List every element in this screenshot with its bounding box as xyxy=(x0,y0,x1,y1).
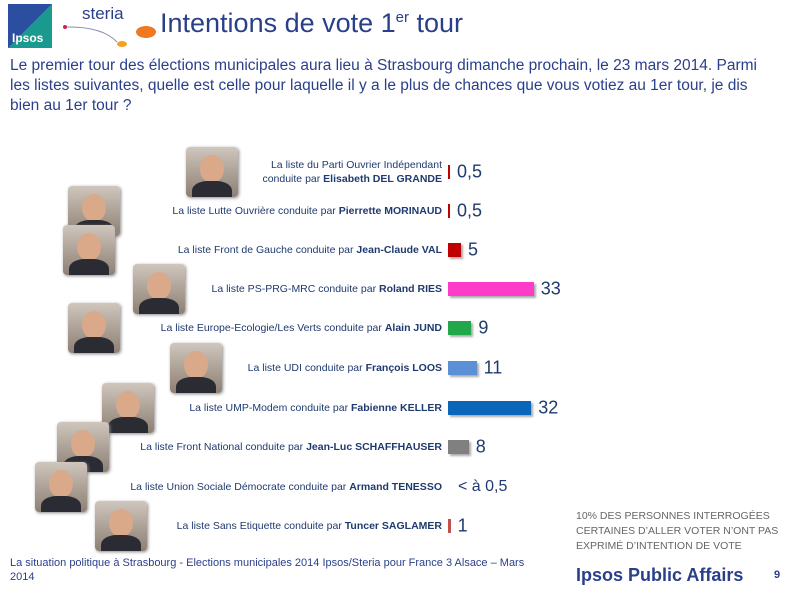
bar xyxy=(448,519,451,533)
bar xyxy=(448,401,532,415)
note-text: 10% DES PERSONNES INTERROGÉES CERTAINES … xyxy=(576,510,779,552)
bar xyxy=(448,361,477,375)
category-label: La liste Front de Gauche conduite par Je… xyxy=(177,244,442,256)
data-label: 9 xyxy=(478,317,489,338)
page-title: Intentions de vote 1er tour xyxy=(160,8,464,38)
category-label: La liste UDI conduite par François LOOS xyxy=(247,362,442,374)
candidate-photo xyxy=(186,147,238,197)
page-number: 9 xyxy=(774,569,781,581)
bar xyxy=(448,243,461,257)
source-text: La situation politique à Strasbourg - El… xyxy=(10,557,525,583)
category-label: La liste Lutte Ouvrière conduite par Pie… xyxy=(172,205,442,217)
question-text: Le premier tour des élections municipale… xyxy=(10,57,757,114)
data-label: 0,5 xyxy=(457,200,483,221)
bar xyxy=(448,282,534,296)
category-label: La liste Europe-Ecologie/Les Verts condu… xyxy=(160,322,442,334)
candidate-photo xyxy=(68,303,120,353)
data-label: 33 xyxy=(540,278,561,299)
bar xyxy=(448,440,469,454)
steria-logo: steria xyxy=(62,2,157,48)
bar xyxy=(448,165,450,179)
candidate-photo xyxy=(35,462,87,512)
candidate-photo xyxy=(95,501,147,551)
category-label: La liste du Parti Ouvrier Indépendant co… xyxy=(262,159,442,185)
category-label: La liste Sans Etiquette conduite par Tun… xyxy=(176,520,442,532)
brand-text: Ipsos Public Affairs xyxy=(576,565,744,585)
ipsos-logo-text: Ipsos xyxy=(12,31,44,45)
candidate-photo xyxy=(133,264,185,314)
data-label: < à 0,5 xyxy=(458,478,508,495)
ipsos-logo: Ipsos xyxy=(8,4,52,48)
data-label: 5 xyxy=(468,239,479,260)
candidate-photo xyxy=(63,225,115,275)
data-label: 11 xyxy=(483,357,503,378)
category-label: La liste PS-PRG-MRC conduite par Roland … xyxy=(211,283,443,295)
data-label: 1 xyxy=(457,515,468,536)
candidate-photo xyxy=(170,343,222,393)
bar xyxy=(448,204,450,218)
category-label: La liste Union Sociale Démocrate conduit… xyxy=(130,481,442,493)
data-label: 0,5 xyxy=(457,161,483,182)
category-label: La liste UMP-Modem conduite par Fabienne… xyxy=(189,402,442,414)
data-label: 32 xyxy=(538,397,559,418)
category-label: La liste Front National conduite par Jea… xyxy=(140,441,442,453)
steria-logo-text: steria xyxy=(82,4,124,23)
data-label: 8 xyxy=(475,436,486,457)
bar xyxy=(448,321,472,335)
candidate-photo xyxy=(102,383,154,433)
